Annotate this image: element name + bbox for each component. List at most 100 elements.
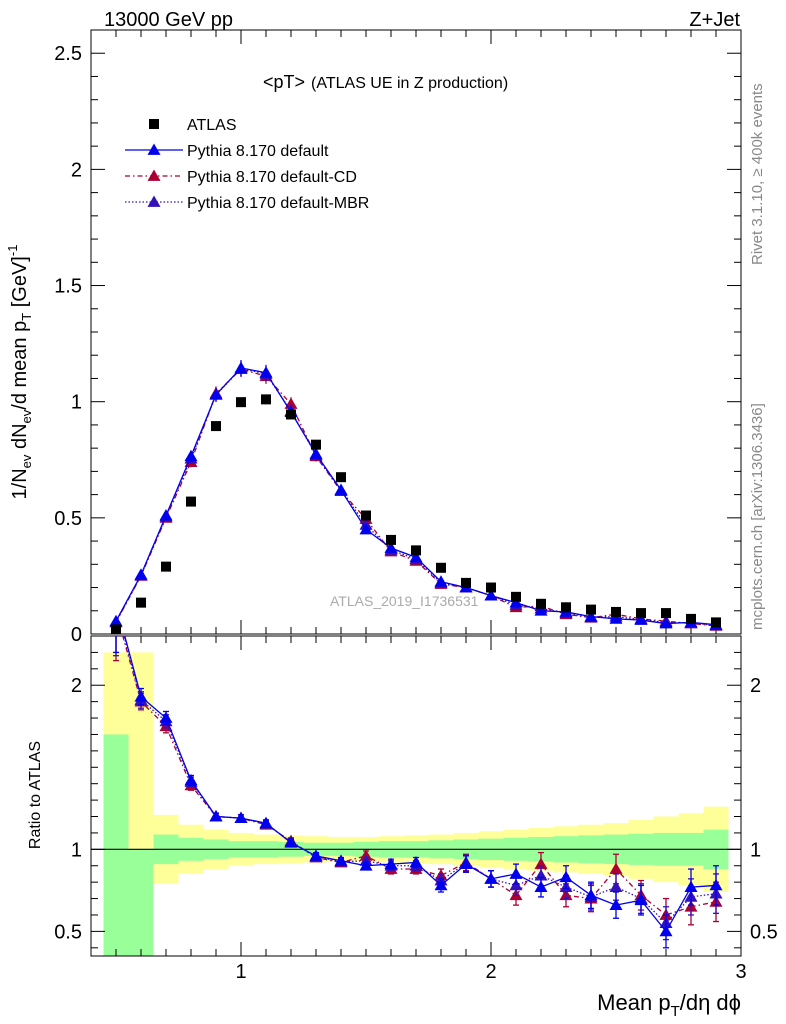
y-tick-label-main: 0 [71, 624, 82, 646]
x-tick-label: 1 [235, 961, 246, 983]
data-point-atlas [411, 545, 421, 556]
header-right: Z+Jet [689, 9, 740, 31]
ratio-marker-cd [609, 862, 623, 874]
data-point-atlas [686, 613, 696, 624]
data-point-atlas [636, 608, 646, 619]
ratio-marker-default [609, 898, 623, 911]
data-point-atlas [211, 421, 221, 432]
marker-default [259, 366, 273, 378]
ratio-marker-default [184, 773, 198, 786]
legend-label-data: ATLAS [187, 117, 237, 134]
data-point-atlas [111, 624, 121, 634]
marker-default [409, 550, 423, 563]
band-inner [128, 849, 154, 956]
ratio-marker-default [384, 857, 398, 869]
ratio-marker-default [359, 859, 373, 871]
ratio-plot-frame [90, 635, 742, 957]
ratio-marker-mbr [534, 869, 548, 881]
ratio-line-mbr [123, 636, 717, 925]
marker-default [384, 541, 398, 553]
ratio-marker-default [134, 690, 148, 702]
y-tick-label-main: 1 [71, 392, 82, 414]
legend-marker-atlas [149, 119, 159, 129]
plot-title-sub: (ATLAS UE in Z production) [311, 75, 508, 92]
ratio-marker-default [110, 597, 123, 608]
ratio-series [110, 597, 723, 949]
x-tick-label: 2 [485, 961, 496, 983]
ratio-line-default [124, 636, 717, 933]
ratio-marker-default [484, 872, 498, 884]
plot-title: <pT> (ATLAS UE in Z production) [263, 72, 508, 92]
ratio-marker-default [459, 857, 473, 869]
marker-default [309, 447, 323, 459]
ratio-marker-default [409, 855, 423, 868]
data-point-atlas [486, 582, 496, 593]
data-point-atlas [361, 510, 371, 521]
data-point-atlas [161, 561, 171, 572]
ratio-marker-default [434, 878, 448, 891]
data-point-atlas [236, 397, 246, 408]
data-point-atlas [661, 608, 671, 619]
header-left: 13000 GeV pp [104, 9, 233, 31]
y-tick-label-main: 2.5 [54, 43, 82, 65]
data-point-atlas [511, 591, 521, 602]
y-tick-label-ratio: 2 [71, 675, 82, 697]
data-point-atlas [536, 598, 546, 609]
legend-marker-mbr [147, 195, 161, 207]
data-point-atlas [186, 496, 196, 507]
ratio-marker-mbr [609, 880, 623, 892]
series-line-default [115, 367, 717, 626]
ratio-marker-cd [534, 857, 548, 869]
ratio-marker-default [709, 878, 723, 891]
marker-default [634, 613, 648, 625]
ratio-axis-ticks: 1 2 30.5 0.51 12 2 [54, 636, 778, 983]
legend-label-cd: Pythia 8.170 default-CD [187, 169, 357, 186]
marker-default [234, 361, 248, 373]
y-tick-label-ratio-right: 2 [750, 675, 761, 697]
ratio-marker-default [234, 811, 248, 824]
y-tick-label-ratio: 0.5 [54, 921, 82, 943]
marker-default [359, 522, 373, 535]
y-tick-label-ratio: 1 [71, 839, 82, 861]
data-point-atlas [611, 606, 621, 617]
y-tick-label-ratio-right: 1 [750, 839, 761, 861]
rivet-label: Rivet 3.1.10, ≥ 400k events [749, 83, 766, 265]
marker-default [434, 575, 448, 587]
band-inner [103, 734, 129, 956]
legend-marker-default [147, 143, 161, 155]
y-tick-label-main: 0.5 [54, 508, 82, 530]
marker-default [209, 388, 223, 400]
marker-default [109, 614, 123, 627]
data-point-atlas [711, 617, 721, 628]
ratio-marker-default [659, 924, 673, 937]
legend-label-mbr: Pythia 8.170 default-MBR [187, 195, 369, 212]
y-tick-label-ratio-right: 0.5 [750, 921, 778, 943]
data-point-atlas [261, 394, 271, 405]
legend-marker-cd [147, 169, 161, 181]
marker-default [334, 483, 348, 495]
ratio-marker-default [559, 870, 573, 883]
analysis-watermark: ATLAS_2019_I1736531 [330, 593, 479, 609]
ratio-marker-mbr [509, 878, 523, 891]
ratio-marker-default [634, 893, 648, 906]
marker-default [609, 612, 623, 624]
x-axis-label: Mean pT/dη dϕ [597, 990, 741, 1020]
ratio-marker-default [584, 888, 598, 901]
data-point-atlas [286, 409, 296, 420]
main-series [109, 360, 723, 634]
plot-title-main: <pT> [263, 72, 305, 92]
ratio-marker-default [684, 880, 698, 892]
x-tick-label: 3 [735, 961, 746, 983]
marker-default [184, 449, 198, 462]
legend-label-default: Pythia 8.170 default [187, 143, 329, 160]
legend: ATLAS Pythia 8.170 default Pythia 8.170 de… [125, 117, 369, 212]
marker-default [159, 509, 173, 521]
ratio-marker-default [334, 854, 348, 866]
series-line-cd [115, 368, 717, 627]
data-point-atlas [136, 597, 146, 608]
series-line-mbr [115, 367, 717, 627]
y-tick-label-main: 2 [71, 159, 82, 181]
ratio-marker-mbr [110, 600, 123, 611]
marker-default [134, 568, 148, 580]
